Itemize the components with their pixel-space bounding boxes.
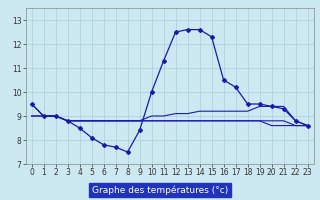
Text: Graphe des températures (°c): Graphe des températures (°c) bbox=[92, 185, 228, 195]
